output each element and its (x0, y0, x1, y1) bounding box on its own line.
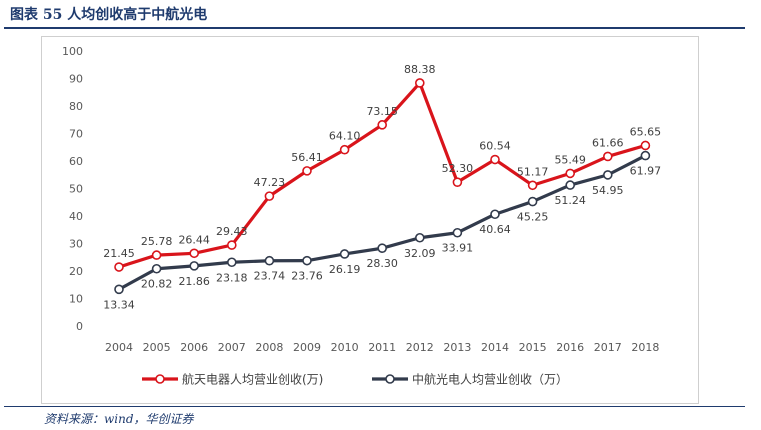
line-chart: 0 10 20 30 40 50 60 70 80 90 100 2004 2005 2006 2007 20… (62, 45, 662, 387)
legend-label-2: 中航光电人均营业创收（万） (412, 372, 568, 387)
x-tick-label: 2016 (556, 341, 584, 354)
series-1-point (189, 248, 199, 259)
legend-marker-2 (385, 374, 395, 384)
y-tick-label: 0 (76, 320, 83, 333)
series-2-point (602, 170, 613, 180)
series-1-data-label: 26.44 (178, 233, 210, 246)
series-2-point (151, 263, 162, 274)
series-1-point (640, 140, 651, 151)
x-tick-label: 2018 (631, 341, 659, 354)
series-1-point (527, 180, 538, 191)
x-tick-label: 2004 (105, 341, 133, 354)
series-1-point (114, 262, 124, 272)
legend-marker-1 (155, 374, 165, 384)
x-tick-label: 2005 (143, 341, 171, 354)
series-2-data-label: 13.34 (103, 298, 135, 311)
series-2-data-label: 23.18 (216, 271, 248, 284)
series-1-point (302, 166, 312, 176)
series-2-point (377, 243, 388, 253)
y-tick-label: 10 (69, 293, 83, 306)
x-tick-label: 2008 (255, 341, 283, 354)
x-tick-label: 2014 (481, 341, 509, 354)
y-tick-label: 80 (69, 100, 83, 113)
source-divider (4, 406, 745, 407)
title-divider (4, 27, 745, 29)
series-2-data-label: 32.09 (404, 247, 436, 260)
series-2-data-label: 26.19 (329, 263, 361, 276)
legend-label-1: 航天电器人均营业创收(万) (182, 372, 323, 387)
series-2-data-label: 61.97 (630, 165, 662, 178)
series-1-point (602, 151, 613, 162)
series-2-data-label: 21.86 (178, 275, 210, 288)
series-1-point (414, 78, 425, 88)
series-1-data-label: 47.23 (254, 176, 286, 189)
series-2-point (640, 150, 651, 161)
series-2-point (339, 249, 350, 259)
series-2-point (565, 180, 576, 190)
x-tick-label: 2015 (519, 341, 547, 354)
series-1-point (339, 144, 350, 155)
series-1-data-label: 52.30 (442, 162, 474, 175)
x-tick-label: 2009 (293, 341, 321, 354)
series-2-point (490, 209, 500, 220)
series-1-data-label: 56.41 (291, 151, 323, 164)
series-1-data-label: 61.66 (592, 136, 624, 149)
series-2-point (114, 284, 124, 295)
series-2-data-label: 23.74 (254, 270, 286, 283)
y-tick-label: 20 (69, 265, 83, 278)
series-1-data-label: 60.54 (479, 140, 511, 153)
y-tick-label: 60 (69, 155, 83, 168)
series-1-point (490, 154, 500, 165)
series-1-data-label: 29.43 (216, 225, 248, 238)
x-tick-label: 2011 (368, 341, 396, 354)
series-2-data-label: 20.82 (141, 278, 173, 291)
series-1-data-label: 65.65 (630, 125, 662, 138)
series-2-point (264, 255, 275, 266)
series-1-point (377, 120, 388, 130)
series-1-data-label: 51.17 (517, 165, 549, 178)
y-tick-label: 100 (62, 45, 83, 58)
source-note: 资料来源：wind，华创证券 (44, 412, 194, 426)
series-2-data-label: 54.95 (592, 184, 624, 197)
x-tick-label: 2012 (406, 341, 434, 354)
x-tick-label: 2013 (443, 341, 471, 354)
series-2-data-label: 51.24 (554, 194, 586, 207)
series-2-point (302, 255, 312, 266)
series-1-point (264, 191, 275, 201)
series-2-point (527, 196, 538, 207)
series-2-point (189, 261, 199, 271)
series-1-data-label: 21.45 (103, 247, 135, 260)
series-2-data-label: 28.30 (366, 257, 398, 270)
series-1-data-label: 55.49 (554, 153, 586, 166)
series-1-data-label: 64.10 (329, 130, 361, 143)
series-1-point (452, 177, 463, 187)
series-1-data-label: 88.38 (404, 63, 436, 76)
series-1-point (565, 168, 576, 179)
x-tick-label: 2017 (594, 341, 622, 354)
y-tick-label: 50 (69, 183, 83, 196)
figure-title: 图表 55 人均创收高于中航光电 (10, 7, 208, 23)
y-tick-label: 90 (69, 73, 83, 86)
series-1-data-label: 25.78 (141, 235, 173, 248)
y-tick-label: 40 (69, 210, 83, 223)
series-2-point (227, 257, 237, 268)
chart-frame: 0 10 20 30 40 50 60 70 80 90 100 2004 2005 2006 2007 20… (41, 36, 699, 404)
y-tick-label: 30 (69, 238, 83, 251)
series-2-data-label: 23.76 (291, 270, 323, 283)
x-tick-label: 2007 (218, 341, 246, 354)
series-1-data-label: 73.15 (366, 105, 398, 118)
series-2-data-label: 40.64 (479, 223, 511, 236)
series-1-point (151, 250, 162, 260)
x-tick-label: 2010 (331, 341, 359, 354)
series-1-point (227, 240, 237, 250)
series-2-data-label: 45.25 (517, 211, 549, 224)
x-tick-label: 2006 (180, 341, 208, 354)
series-2-data-label: 33.91 (442, 242, 474, 255)
y-tick-label: 70 (69, 128, 83, 141)
series-2-point (452, 227, 463, 238)
series-2-point (414, 232, 425, 243)
